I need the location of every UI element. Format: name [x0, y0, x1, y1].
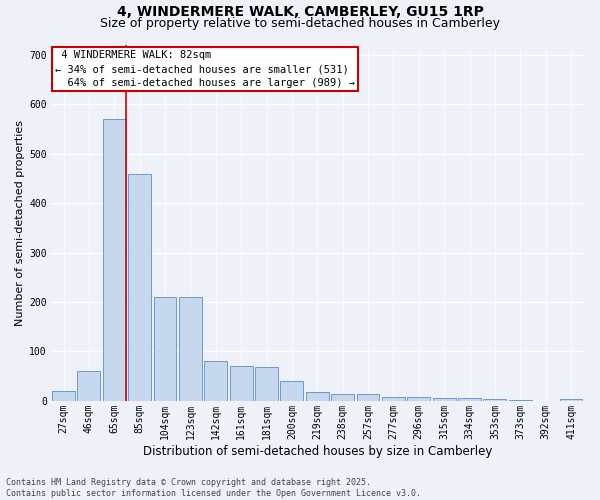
- Bar: [128, 174, 151, 401]
- Bar: [560, 399, 583, 401]
- Bar: [356, 394, 379, 401]
- Text: Size of property relative to semi-detached houses in Camberley: Size of property relative to semi-detach…: [100, 18, 500, 30]
- Bar: [77, 372, 100, 401]
- Bar: [407, 398, 430, 401]
- Bar: [205, 362, 227, 401]
- Bar: [458, 398, 481, 401]
- Bar: [230, 366, 253, 401]
- Bar: [382, 398, 405, 401]
- Bar: [255, 368, 278, 401]
- Bar: [331, 394, 354, 401]
- Bar: [179, 297, 202, 401]
- Text: Contains HM Land Registry data © Crown copyright and database right 2025.
Contai: Contains HM Land Registry data © Crown c…: [6, 478, 421, 498]
- Bar: [52, 391, 75, 401]
- Text: 4 WINDERMERE WALK: 82sqm
← 34% of semi-detached houses are smaller (531)
  64% o: 4 WINDERMERE WALK: 82sqm ← 34% of semi-d…: [55, 50, 355, 88]
- Bar: [433, 398, 455, 401]
- Y-axis label: Number of semi-detached properties: Number of semi-detached properties: [15, 120, 25, 326]
- Bar: [103, 119, 125, 401]
- Bar: [484, 399, 506, 401]
- Bar: [154, 297, 176, 401]
- X-axis label: Distribution of semi-detached houses by size in Camberley: Distribution of semi-detached houses by …: [143, 444, 492, 458]
- Bar: [306, 392, 329, 401]
- Bar: [280, 381, 304, 401]
- Text: 4, WINDERMERE WALK, CAMBERLEY, GU15 1RP: 4, WINDERMERE WALK, CAMBERLEY, GU15 1RP: [116, 5, 484, 19]
